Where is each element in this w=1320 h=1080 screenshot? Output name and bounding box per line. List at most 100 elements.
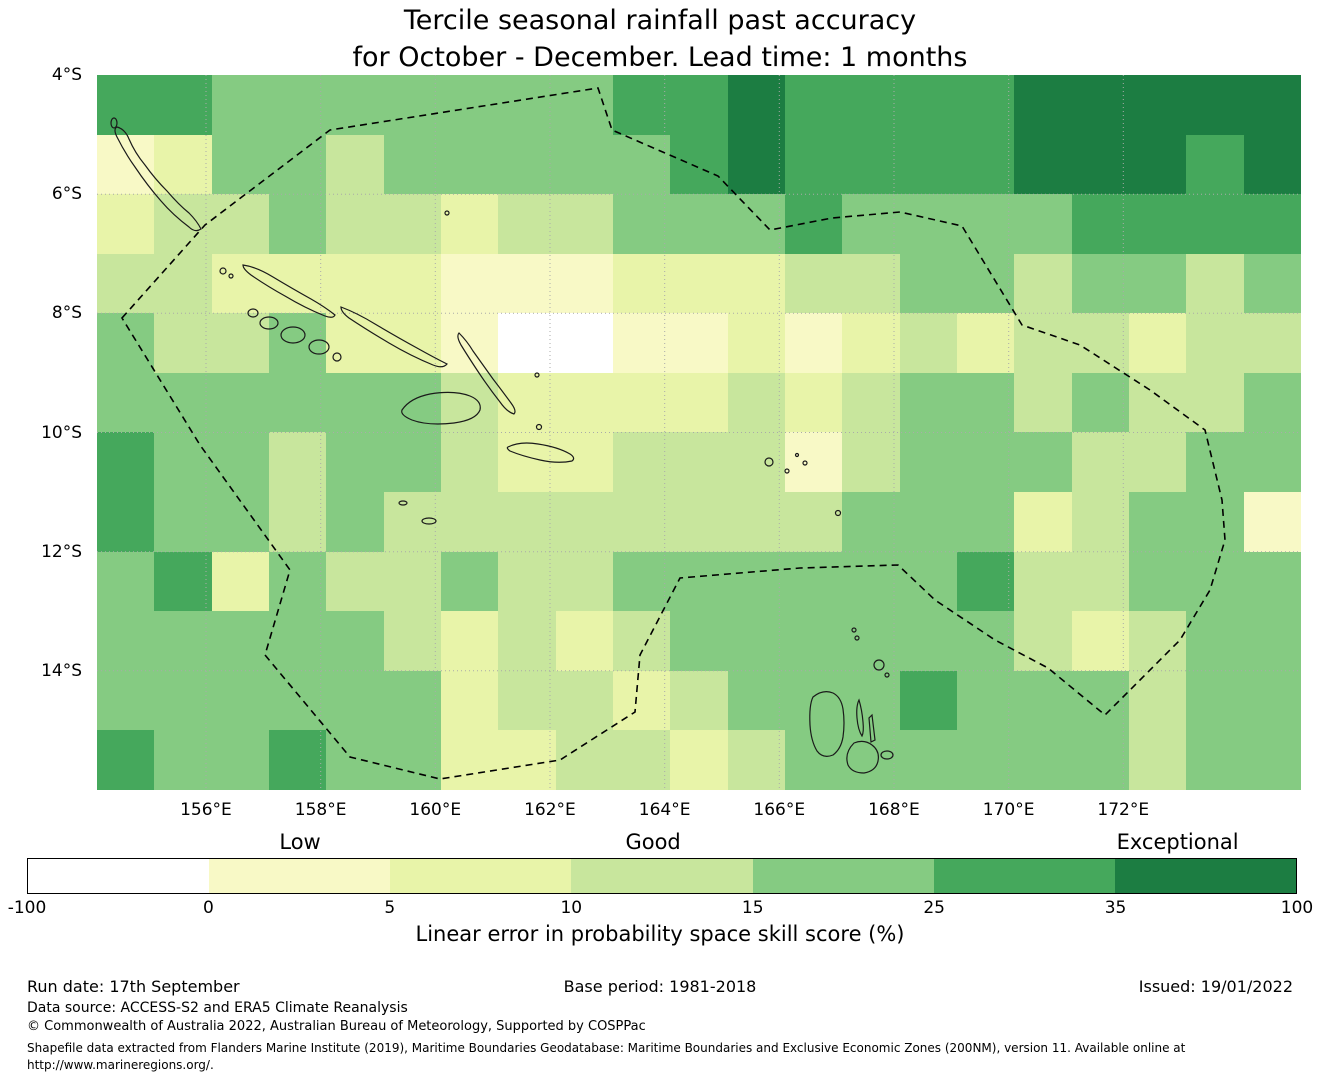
- heatmap-cell: [727, 551, 785, 612]
- heatmap-cell: [97, 611, 155, 671]
- colorbar-tick-label: 15: [741, 898, 764, 918]
- heatmap-cell: [1014, 194, 1072, 254]
- shapefile-attribution-line2: http://www.marineregions.org/.: [27, 1058, 214, 1072]
- shapefile-attribution-line1: Shapefile data extracted from Flanders M…: [27, 1041, 1186, 1055]
- heatmap-cell: [956, 313, 1015, 373]
- heatmap-cell: [784, 730, 843, 790]
- x-axis-ticks: 156°E 158°E 160°E 162°E 164°E 166°E 168°E 170°E…: [97, 800, 1301, 824]
- heatmap-cell: [154, 134, 212, 195]
- heatmap-cell: [899, 313, 957, 373]
- heatmap-cell: [97, 730, 155, 790]
- heatmap-cell: [1243, 611, 1301, 671]
- heatmap-cell: [899, 730, 957, 790]
- heatmap-cell: [498, 313, 556, 373]
- heatmap-cell: [727, 253, 785, 314]
- heatmap-cell: [899, 551, 957, 612]
- heatmap-cell: [1186, 253, 1244, 314]
- heatmap-cell: [1128, 670, 1187, 731]
- heatmap-cell: [440, 75, 499, 135]
- heatmap-cell: [211, 75, 269, 135]
- heatmap-cell: [727, 730, 785, 790]
- heatmap-cell: [1243, 432, 1301, 493]
- heatmap-cell: [97, 194, 155, 254]
- chart-title-line2: for October - December. Lead time: 1 mon…: [352, 42, 968, 73]
- heatmap-cell: [727, 611, 785, 671]
- heatmap-cell: [326, 432, 384, 493]
- heatmap-cell: [268, 611, 327, 671]
- heatmap-cell: [784, 372, 843, 433]
- heatmap-cell: [784, 194, 843, 254]
- colorbar-tick-label: 10: [560, 898, 583, 918]
- heatmap-cell: [1071, 253, 1129, 314]
- heatmap-cell: [383, 75, 441, 135]
- y-tick-label: 10°S: [41, 422, 82, 443]
- heatmap-cell: [440, 492, 499, 552]
- heatmap-cell: [612, 313, 671, 373]
- colorbar-segment: [752, 859, 934, 893]
- heatmap-cell: [440, 372, 499, 433]
- heatmap-cell: [1186, 75, 1244, 135]
- heatmap-cell: [612, 134, 671, 195]
- heatmap-cell: [612, 432, 671, 493]
- colorbar-segment: [390, 859, 572, 893]
- heatmap-cell: [784, 75, 843, 135]
- heatmap-cell: [727, 670, 785, 731]
- heatmap-cell: [1186, 134, 1244, 195]
- heatmap-cell: [727, 492, 785, 552]
- y-tick-label: 6°S: [51, 184, 82, 205]
- island-malaita: [457, 332, 516, 415]
- heatmap-cell: [842, 611, 900, 671]
- heatmap-cell: [899, 194, 957, 254]
- heatmap-cell: [899, 372, 957, 433]
- island-espiritu-santo: [809, 691, 845, 757]
- heatmap-cell: [268, 75, 327, 135]
- heatmap-cell: [670, 134, 728, 195]
- heatmap-cell: [498, 611, 556, 671]
- heatmap-cell: [612, 75, 671, 135]
- heatmap-cell: [498, 372, 556, 433]
- heatmap-cell: [956, 730, 1015, 790]
- heatmap-cell: [383, 134, 441, 195]
- heatmap-cell: [727, 313, 785, 373]
- heatmap-cell: [784, 432, 843, 493]
- heatmap-cell: [1186, 611, 1244, 671]
- heatmap-cell: [670, 670, 728, 731]
- heatmap-cell: [211, 194, 269, 254]
- y-axis-ticks: 4°S 6°S 8°S 10°S 12°S 14°S: [0, 65, 90, 790]
- heatmap-cell: [899, 611, 957, 671]
- heatmap-cell: [326, 611, 384, 671]
- heatmap-cell: [670, 372, 728, 433]
- heatmap-cell: [326, 670, 384, 731]
- heatmap-cell: [211, 730, 269, 790]
- island-makira: [506, 442, 575, 463]
- heatmap-cell: [670, 432, 728, 493]
- colorbar-segment: [571, 859, 753, 893]
- heatmap-cell: [670, 253, 728, 314]
- heatmap-cell: [899, 670, 957, 731]
- heatmap-cell: [784, 134, 843, 195]
- heatmap-cell: [1243, 492, 1301, 552]
- heatmap-cell: [1014, 670, 1072, 731]
- heatmap-cell: [383, 372, 441, 433]
- heatmap-cell: [268, 372, 327, 433]
- x-tick-label: 170°E: [982, 800, 1035, 820]
- heatmap-cell: [956, 194, 1015, 254]
- map-plot-area: [97, 75, 1301, 790]
- heatmap-cell: [211, 551, 269, 612]
- heatmap-cell: [555, 253, 613, 314]
- heatmap-cell: [383, 670, 441, 731]
- heatmap-cell: [899, 134, 957, 195]
- heatmap-cell: [842, 432, 900, 493]
- colorbar-zone-label: Exceptional: [1116, 830, 1239, 854]
- heatmap-cell: [727, 372, 785, 433]
- heatmap-cell: [154, 313, 212, 373]
- heatmap-cell: [612, 194, 671, 254]
- heatmap-cell: [555, 551, 613, 612]
- colorbar-segment: [28, 859, 210, 893]
- heatmap-cell: [1014, 492, 1072, 552]
- heatmap-cell: [97, 432, 155, 493]
- heatmap-cell: [670, 611, 728, 671]
- heatmap-cell: [727, 432, 785, 493]
- island-malakula: [846, 740, 879, 774]
- heatmap-cell: [1071, 611, 1129, 671]
